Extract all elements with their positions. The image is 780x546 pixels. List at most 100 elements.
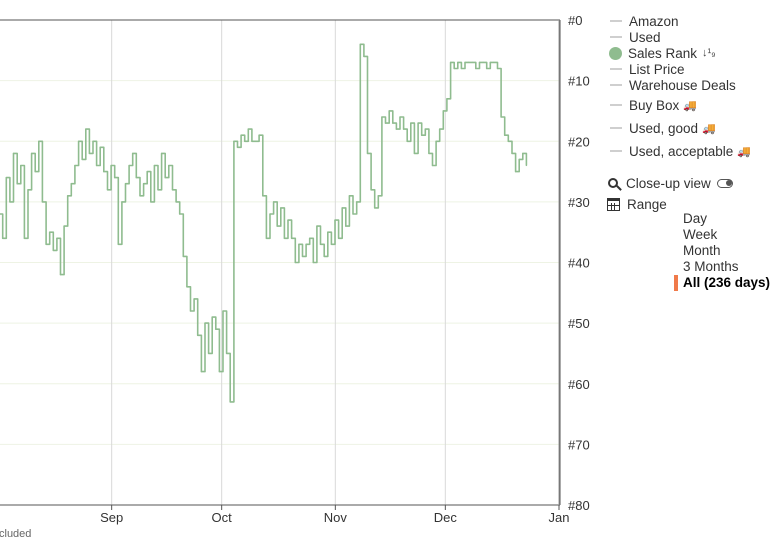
data-point	[301, 255, 304, 257]
data-point	[258, 134, 260, 136]
truck-icon: 🚚	[737, 145, 752, 158]
data-point	[421, 134, 423, 136]
data-point	[5, 177, 7, 179]
legend-item-sales-rank[interactable]: Sales Rank ↓¹₉	[609, 45, 780, 61]
data-point	[161, 152, 163, 154]
sort-numeric-icon[interactable]: ↓¹₉	[702, 47, 716, 59]
data-point	[486, 67, 488, 70]
data-point	[103, 171, 105, 173]
y-tick-label: #80	[568, 498, 590, 513]
data-point	[233, 140, 235, 142]
legend-item-used[interactable]: Used	[609, 29, 780, 45]
data-point	[377, 195, 379, 197]
data-point	[504, 134, 506, 136]
data-point	[345, 225, 347, 227]
legend-dash-icon	[610, 20, 622, 22]
x-tick-label: Sep	[100, 510, 123, 525]
data-point	[294, 261, 296, 264]
legend-item-used-acceptable[interactable]: Used, acceptable 🚚	[609, 143, 780, 159]
data-point	[222, 310, 224, 312]
chart-series	[0, 43, 528, 403]
data-point	[211, 316, 213, 318]
y-tick-label: #70	[568, 437, 590, 452]
data-point	[471, 61, 473, 64]
range-option-all[interactable]: All (236 days)	[674, 275, 780, 291]
data-point	[525, 164, 528, 167]
calendar-icon	[607, 197, 620, 211]
legend-item-amazon[interactable]: Amazon	[609, 13, 780, 29]
data-point	[287, 219, 289, 221]
magnifier-icon	[608, 178, 618, 188]
data-point	[330, 243, 332, 245]
data-point	[352, 213, 354, 215]
legend-label: Used, acceptable	[629, 143, 734, 159]
data-point	[236, 146, 239, 148]
data-point	[74, 164, 76, 167]
data-point	[327, 231, 329, 233]
legend-item-list-price[interactable]: List Price	[609, 61, 780, 77]
data-point	[446, 98, 448, 100]
data-point	[186, 286, 188, 288]
data-point	[96, 164, 98, 167]
data-point	[34, 171, 36, 173]
data-point	[511, 152, 513, 154]
data-point	[457, 61, 459, 64]
legend-item-used-good[interactable]: Used, good 🚚	[609, 120, 780, 136]
data-point	[428, 152, 430, 154]
range-option-month[interactable]: Month	[683, 243, 721, 258]
data-point	[88, 152, 90, 154]
data-point	[164, 177, 166, 179]
data-point	[435, 140, 437, 142]
data-point	[251, 140, 253, 142]
data-point	[424, 128, 426, 130]
legend-item-warehouse-deals[interactable]: Warehouse Deals	[609, 77, 780, 93]
data-point	[500, 116, 502, 118]
data-point	[150, 201, 152, 203]
chart-grid	[0, 20, 560, 505]
data-point	[316, 225, 318, 227]
data-point	[276, 225, 278, 227]
legend-label: Amazon	[629, 13, 679, 29]
chart-axes	[0, 19, 561, 510]
data-point	[2, 237, 4, 239]
data-point	[12, 152, 15, 154]
range-option-day[interactable]: Day	[683, 211, 708, 226]
closeup-view-toggle[interactable]: Close-up view	[607, 174, 780, 192]
data-point	[215, 328, 217, 330]
toggle-icon[interactable]	[716, 178, 733, 188]
data-point	[204, 322, 206, 324]
data-point	[399, 116, 401, 118]
data-point	[200, 371, 202, 373]
legend-item-buy-box[interactable]: Buy Box 🚚	[609, 97, 780, 113]
legend-label: Buy Box	[629, 97, 680, 113]
data-point	[92, 140, 94, 142]
data-point	[334, 219, 336, 221]
data-point	[366, 152, 369, 154]
data-point	[244, 140, 246, 142]
y-tick-label: #10	[568, 74, 590, 89]
y-tick-label: #60	[568, 377, 590, 392]
data-point	[182, 255, 184, 257]
data-point	[507, 140, 509, 142]
data-point	[124, 183, 127, 185]
data-point	[338, 237, 340, 239]
legend-dash-icon	[610, 104, 622, 106]
data-point	[9, 201, 11, 203]
data-point	[106, 189, 109, 191]
data-point	[496, 67, 499, 70]
data-point	[381, 116, 383, 118]
data-point	[85, 128, 87, 130]
data-point	[99, 146, 101, 148]
data-point	[356, 201, 358, 203]
data-point	[189, 310, 192, 312]
legend-label: Used, good	[629, 120, 699, 136]
data-point	[114, 177, 116, 179]
data-point	[121, 201, 123, 203]
range-option-3-months[interactable]: 3 Months	[683, 259, 739, 274]
data-point	[128, 164, 130, 167]
data-point	[78, 140, 80, 142]
data-point	[16, 183, 18, 185]
data-point	[226, 352, 228, 354]
data-point	[410, 122, 412, 124]
range-option-week[interactable]: Week	[683, 227, 718, 242]
